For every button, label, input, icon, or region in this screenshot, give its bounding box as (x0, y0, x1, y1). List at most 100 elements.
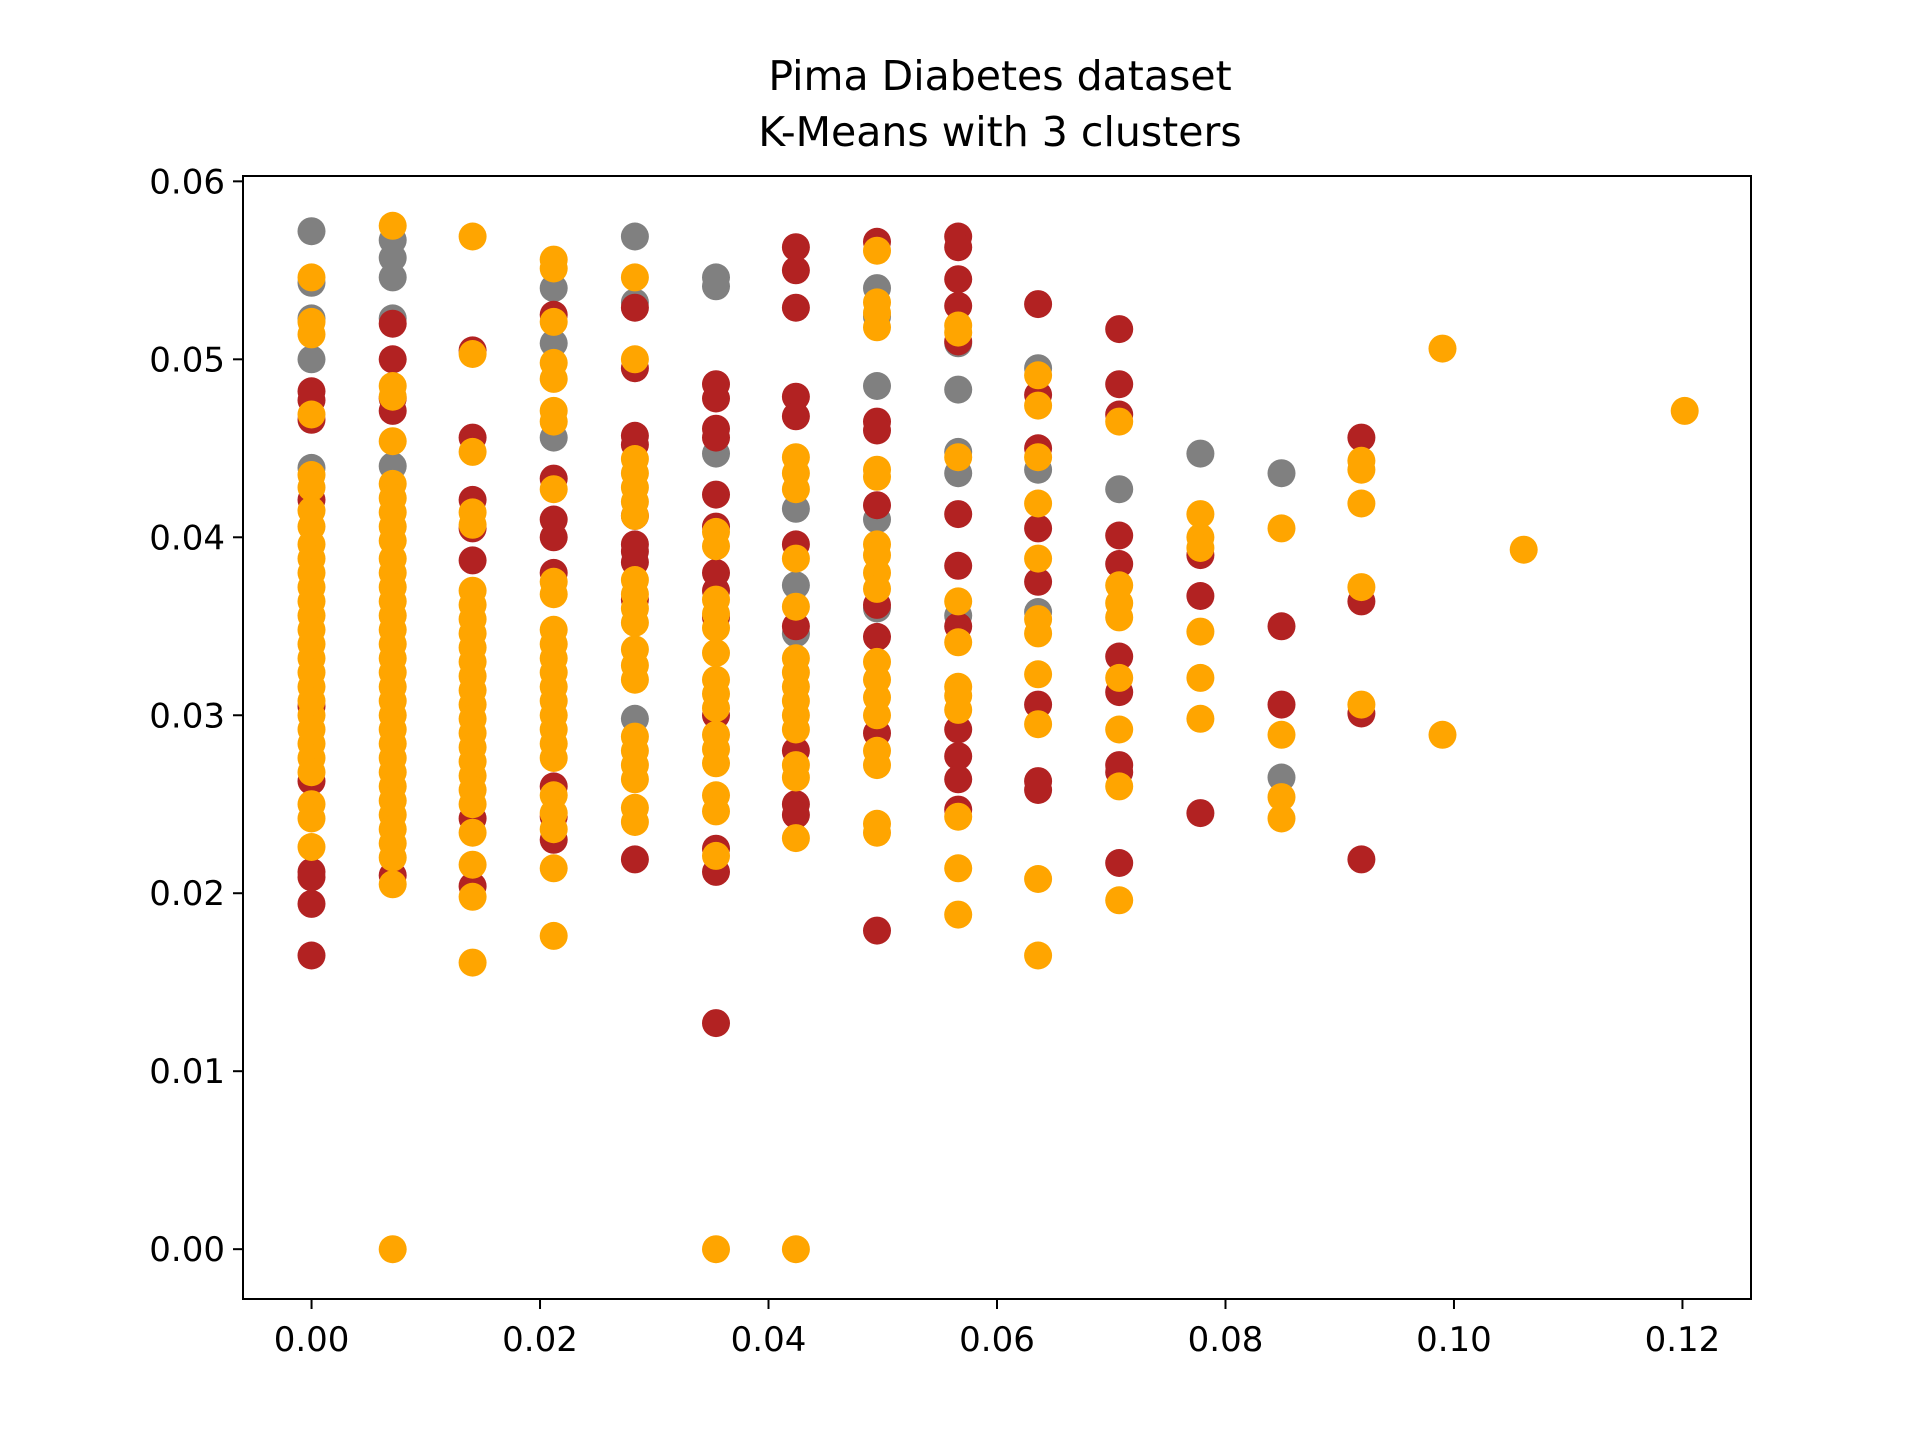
data-point (620, 808, 649, 836)
data-point (1024, 290, 1053, 319)
data-point (297, 758, 326, 787)
data-point (944, 233, 973, 262)
data-point (297, 400, 326, 429)
data-point (1267, 804, 1296, 833)
data-point (539, 815, 568, 844)
data-point (863, 818, 891, 847)
data-point (620, 293, 649, 322)
data-point (1186, 582, 1215, 610)
data-point (378, 427, 407, 456)
x-tick-label: 0.04 (731, 1320, 807, 1360)
data-point (781, 233, 810, 262)
data-point (702, 1009, 730, 1038)
data-point (297, 863, 326, 892)
data-point (781, 800, 810, 829)
data-point (1267, 612, 1296, 641)
data-point (863, 574, 891, 603)
data-point (1428, 720, 1457, 749)
data-point (458, 882, 487, 911)
data-point (1105, 407, 1134, 436)
data-point (378, 309, 407, 338)
x-tick-label: 0.08 (1188, 1320, 1264, 1360)
data-point (1105, 642, 1134, 671)
data-point (1670, 396, 1699, 425)
data-point (1267, 459, 1296, 488)
data-point (781, 402, 810, 431)
x-tick-label: 0.06 (959, 1320, 1035, 1360)
data-point (539, 254, 568, 283)
data-point (297, 217, 326, 246)
plot-frame (242, 175, 1752, 1300)
data-point (1024, 941, 1053, 970)
data-point (297, 889, 326, 918)
data-point (1267, 783, 1296, 812)
data-point (1024, 514, 1053, 543)
data-point (458, 340, 487, 368)
data-point (1267, 690, 1296, 719)
data-point (1024, 489, 1053, 518)
data-point (1186, 500, 1215, 529)
data-point (944, 265, 973, 294)
data-point (702, 532, 730, 561)
data-point (458, 948, 487, 977)
data-point (781, 763, 810, 792)
data-point (781, 592, 810, 621)
data-point (1186, 799, 1215, 828)
y-tick-label: 0.03 (149, 696, 225, 736)
data-point (702, 384, 730, 413)
data-point (702, 614, 730, 642)
data-point (1105, 772, 1134, 801)
data-point (378, 1235, 407, 1264)
data-point (458, 818, 487, 847)
data-point (944, 318, 973, 347)
chart-title-line-2: K-Means with 3 clusters (758, 108, 1241, 156)
data-point (378, 870, 407, 899)
data-point (863, 916, 891, 945)
data-point (1186, 663, 1215, 692)
data-point (1186, 704, 1215, 733)
data-point (781, 544, 810, 573)
data-point (1267, 720, 1296, 749)
data-point (539, 523, 568, 552)
data-point (539, 744, 568, 772)
y-tick-label: 0.04 (149, 518, 225, 558)
data-point (1105, 663, 1134, 692)
data-point (702, 423, 730, 452)
data-point (781, 1235, 810, 1264)
data-point (1105, 521, 1134, 550)
data-point (458, 546, 487, 575)
data-point (1024, 710, 1053, 739)
data-point (781, 824, 810, 853)
data-point (702, 841, 730, 870)
x-tick-label: 0.00 (274, 1320, 350, 1360)
data-point (781, 571, 810, 600)
data-point (539, 854, 568, 883)
data-point (539, 329, 568, 358)
data-point (539, 407, 568, 436)
data-point (539, 364, 568, 393)
data-point (1428, 334, 1457, 363)
data-point (620, 263, 649, 292)
data-point (702, 272, 730, 301)
data-point (620, 608, 649, 637)
data-point (1105, 603, 1134, 632)
data-point (863, 622, 891, 651)
data-point (702, 639, 730, 667)
data-point (781, 494, 810, 523)
data-point (781, 256, 810, 285)
data-point (378, 345, 407, 374)
data-point (378, 243, 407, 272)
data-point (620, 222, 649, 251)
data-point (863, 372, 891, 400)
y-tick-label: 0.05 (149, 340, 225, 380)
data-point (863, 462, 891, 491)
data-point (297, 804, 326, 833)
y-tick-label: 0.02 (149, 874, 225, 914)
x-tick-label: 0.02 (502, 1320, 578, 1360)
data-point (1024, 690, 1053, 719)
data-point (1347, 573, 1376, 602)
data-point (1347, 489, 1376, 518)
data-point (781, 475, 810, 504)
